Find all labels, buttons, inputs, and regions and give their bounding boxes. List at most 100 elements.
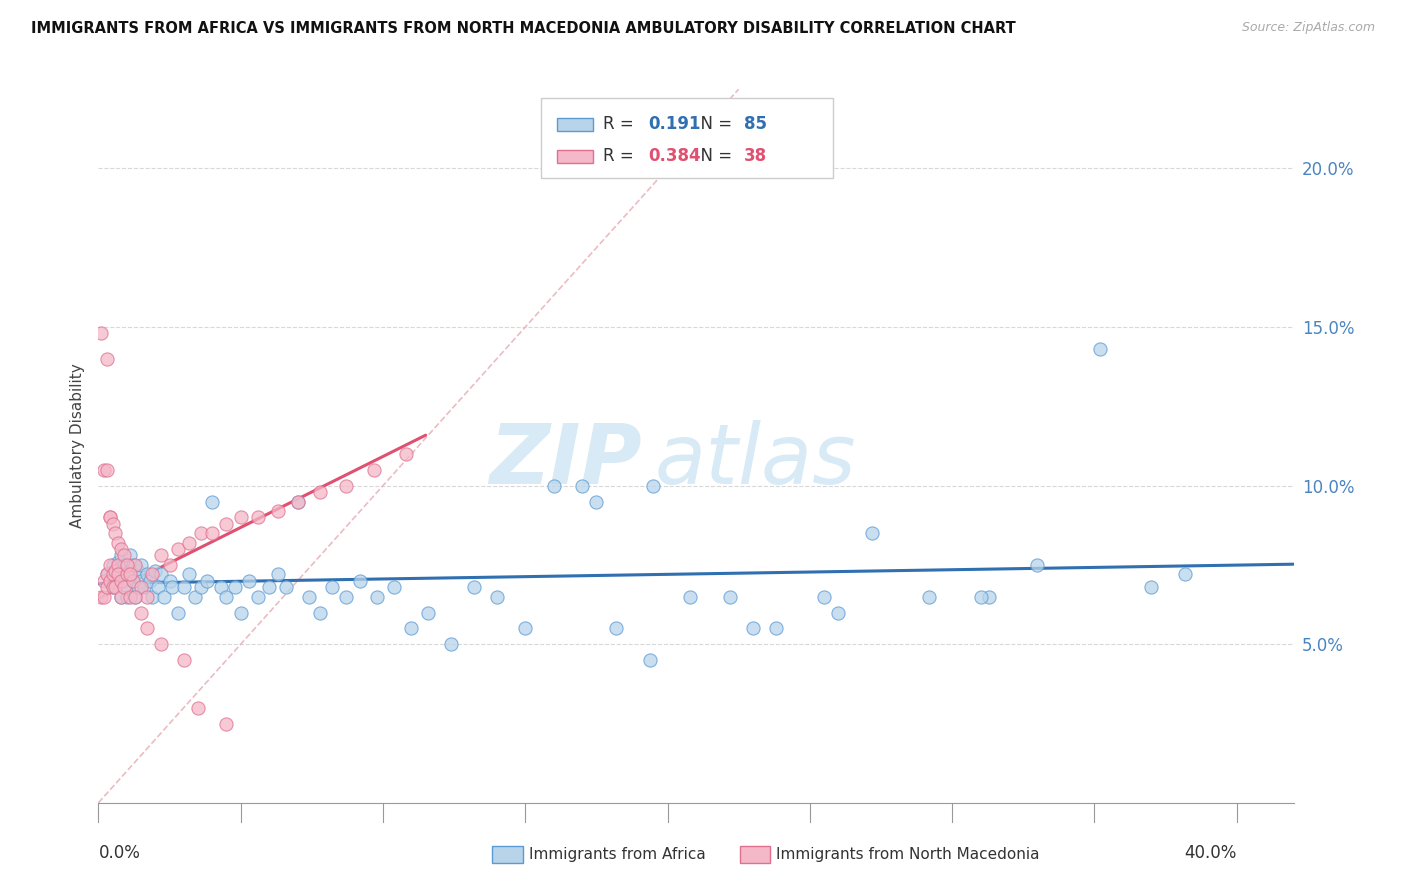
Point [107,574,129,588]
Point [257,580,280,594]
Point [141,590,163,604]
Point [543,478,565,492]
Point [287,494,309,508]
Point [121,558,143,572]
Point [246,590,269,604]
Point [98,510,121,524]
Point [96,567,118,582]
Point [718,590,741,604]
Point [107,567,129,582]
Bar [557,118,593,130]
Point [969,590,991,604]
Point [141,567,163,582]
Point [267,567,290,582]
Point [101,580,124,594]
Point [107,535,129,549]
Point [121,574,143,588]
Point [132,580,155,594]
Point [110,574,132,588]
Point [112,558,135,572]
Point [215,590,238,604]
Point [135,567,157,582]
Text: atlas: atlas [654,420,856,500]
Point [115,567,138,582]
Point [98,510,121,524]
Point [209,580,232,594]
Point [98,574,121,588]
Text: 0.0%: 0.0% [98,844,141,862]
Point [463,580,485,594]
Point [335,590,357,604]
Text: N =: N = [690,115,737,133]
Point [150,637,173,651]
Point [349,574,371,588]
Point [148,580,170,594]
Point [115,558,138,572]
Point [184,590,207,604]
Point [90,326,112,341]
Point [215,516,238,531]
Bar [541,98,834,178]
Y-axis label: Ambulatory Disability: Ambulatory Disability [69,364,84,528]
Point [418,606,440,620]
Point [135,621,157,635]
Point [115,590,138,604]
Point [190,526,212,541]
Text: 0.384: 0.384 [648,147,700,165]
Point [741,621,763,635]
Point [153,590,176,604]
Point [104,580,127,594]
Point [860,526,883,541]
Point [129,606,152,620]
Point [127,564,149,578]
Point [112,549,135,563]
Point [335,478,357,492]
Text: 40.0%: 40.0% [1184,844,1237,862]
Point [246,510,269,524]
Point [401,621,423,635]
Point [224,580,246,594]
Point [173,653,195,667]
Point [101,516,124,531]
Point [90,590,112,604]
Point [1088,343,1111,357]
Point [229,510,252,524]
Point [110,590,132,604]
Point [124,590,146,604]
Point [366,590,388,604]
Point [121,574,143,588]
Point [104,564,127,578]
Point [96,567,118,582]
Point [96,580,118,594]
Point [179,535,201,549]
Point [159,558,181,572]
Point [287,494,309,508]
Point [765,621,787,635]
Point [267,504,290,518]
Point [101,558,124,572]
Point [93,574,115,588]
Text: ZIP: ZIP [489,420,643,500]
Point [107,558,129,572]
Bar [557,150,593,162]
Point [382,580,405,594]
Point [101,567,124,582]
Point [118,590,141,604]
Point [112,580,135,594]
Point [150,549,173,563]
Point [107,555,129,569]
Text: 38: 38 [744,147,766,165]
Point [167,606,190,620]
Point [827,606,849,620]
Point [135,590,157,604]
Point [229,606,252,620]
Text: R =: R = [603,147,638,165]
Point [298,590,321,604]
Point [918,590,941,604]
Point [143,564,166,578]
Point [1140,580,1163,594]
Point [187,700,209,714]
Point [201,526,224,541]
Text: IMMIGRANTS FROM AFRICA VS IMMIGRANTS FROM NORTH MACEDONIA AMBULATORY DISABILITY : IMMIGRANTS FROM AFRICA VS IMMIGRANTS FRO… [31,21,1015,37]
Point [110,590,132,604]
